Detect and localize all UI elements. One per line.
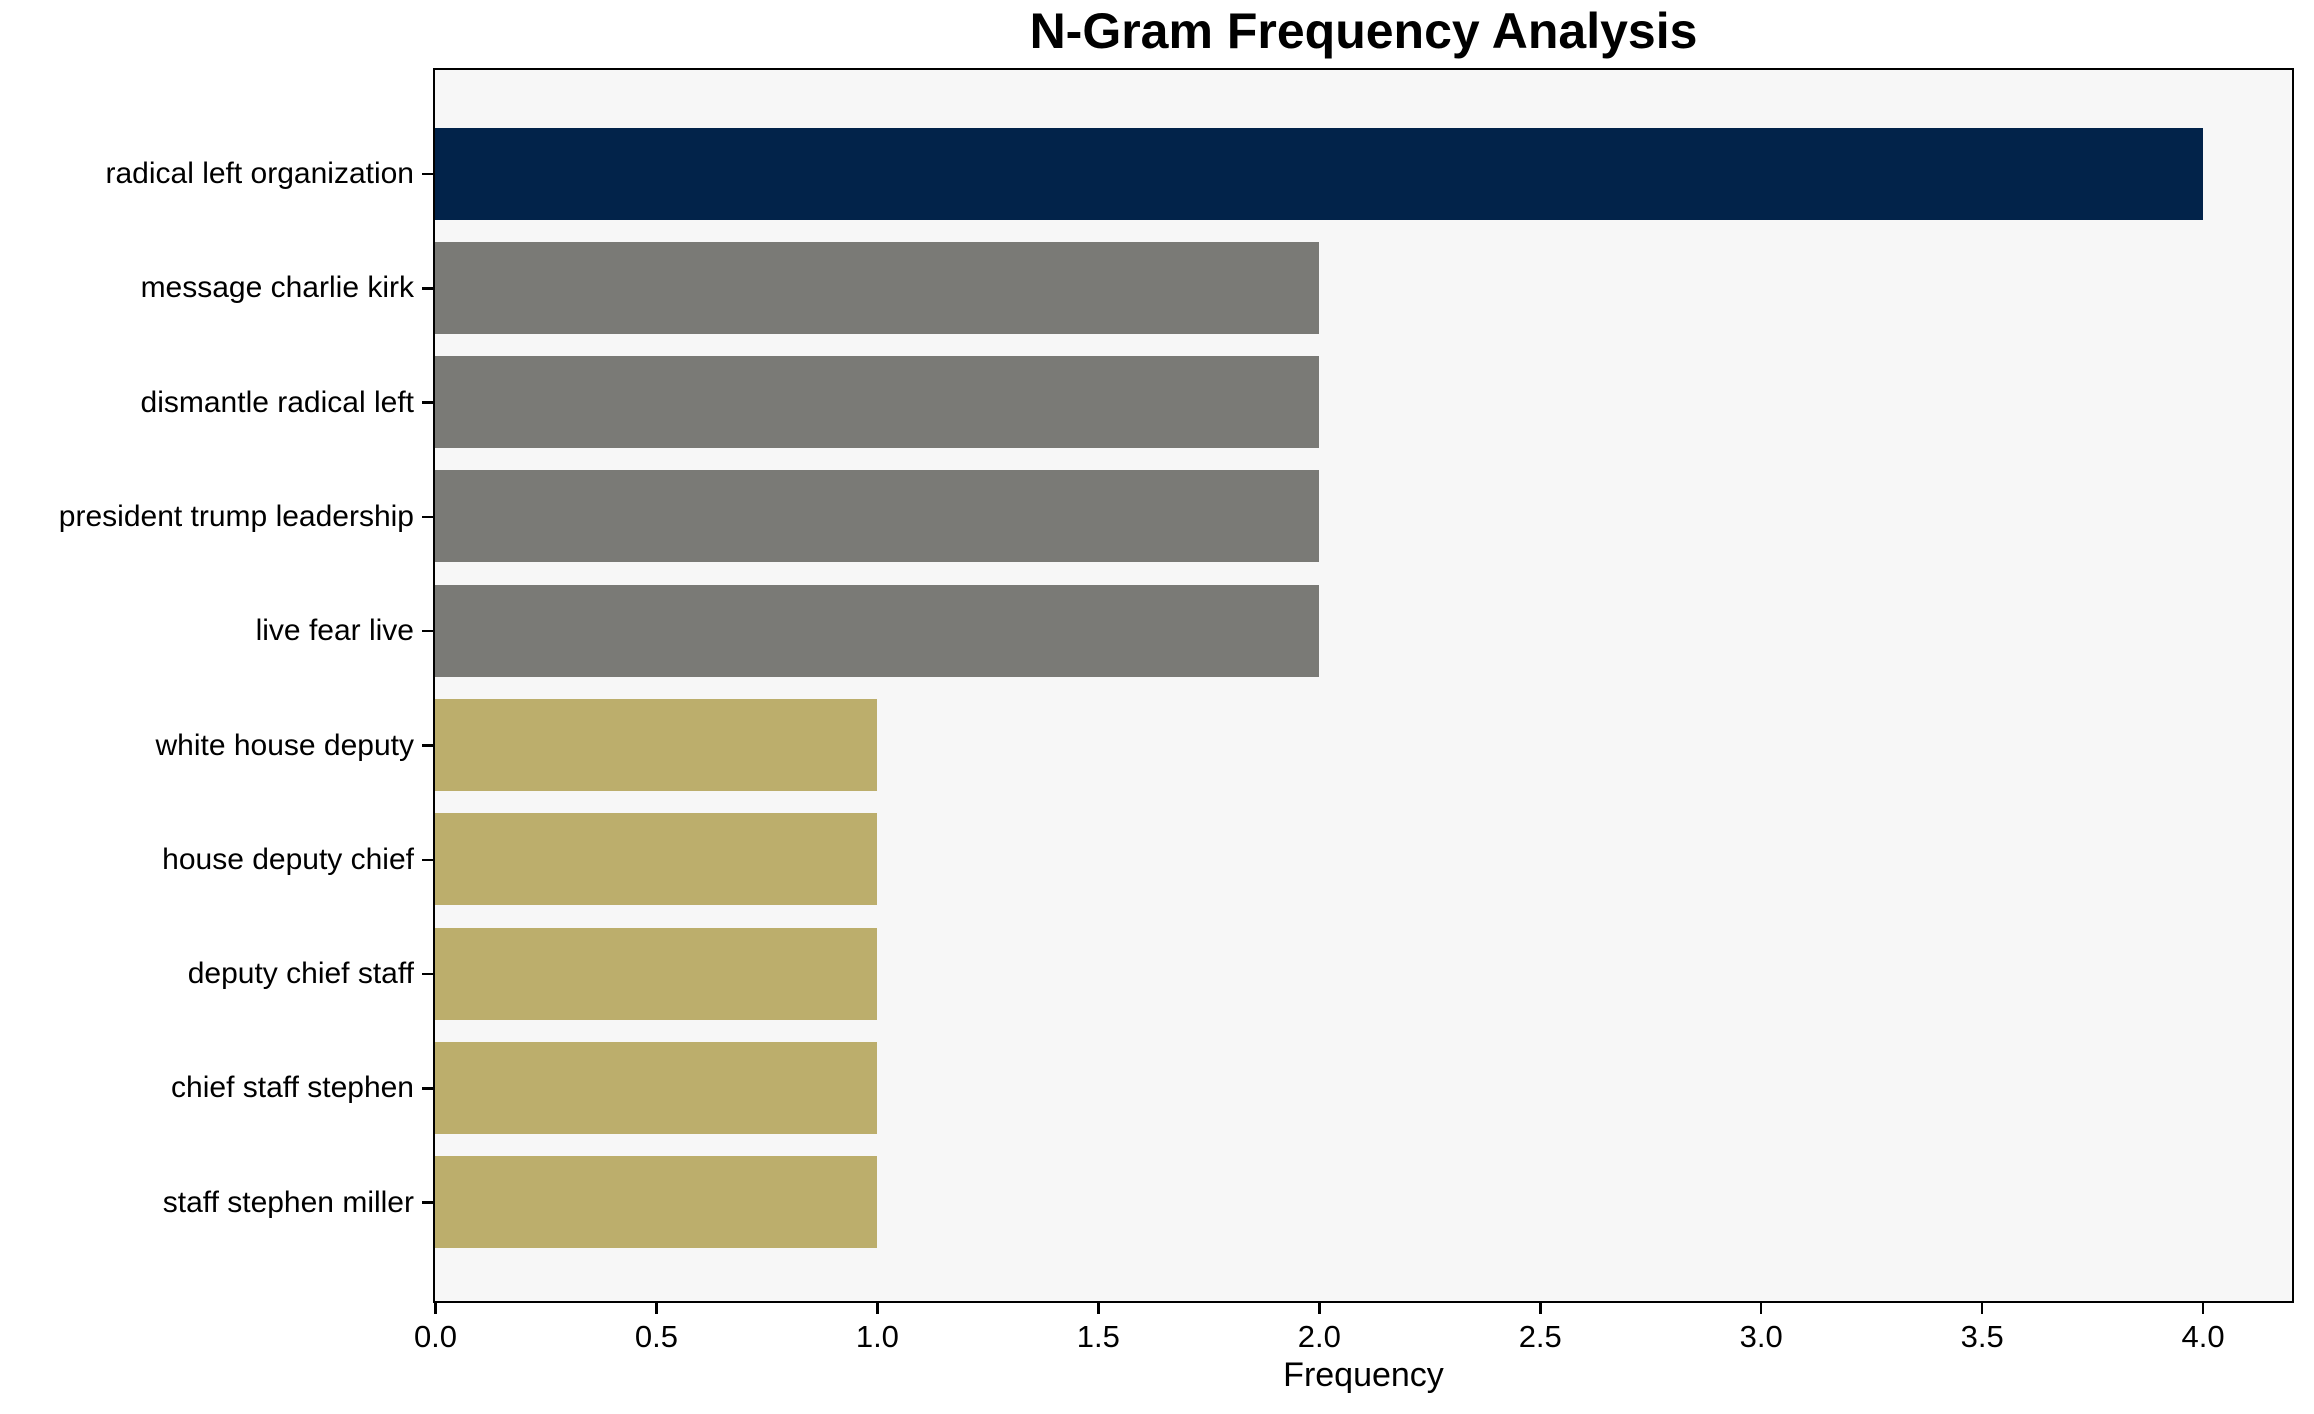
x-tick-label: 3.5 (1960, 1319, 2004, 1354)
x-tick-mark (655, 1303, 658, 1314)
x-tick-mark (434, 1303, 437, 1314)
bar-deputy-chief-staff (435, 927, 877, 1020)
bar-message-charlie-kirk (435, 241, 1319, 334)
x-tick-label: 1.5 (1076, 1319, 1120, 1354)
y-tick-mark (422, 172, 433, 176)
x-tick-label: 0.0 (413, 1319, 458, 1354)
y-tick-mark (422, 858, 433, 862)
bar-white-house-deputy (435, 699, 877, 791)
y-tick-label: staff stephen miller (162, 1185, 414, 1219)
y-tick-label: live fear live (255, 614, 414, 648)
chart-title: N-Gram Frequency Analysis (1029, 3, 1698, 59)
x-tick-mark (1539, 1303, 1542, 1314)
bar-dismantle-radical-left (435, 356, 1319, 449)
y-tick-label: president trump leadership (58, 499, 414, 533)
bar-chief-staff-stephen (435, 1041, 877, 1134)
bar-staff-stephen-miller (435, 1156, 877, 1249)
y-tick-mark (422, 515, 433, 519)
y-tick-mark (422, 744, 433, 747)
x-tick-label: 2.5 (1518, 1319, 1562, 1354)
y-tick-label: white house deputy (155, 728, 414, 762)
x-tick-mark (1759, 1303, 1763, 1314)
bar-live-fear-live (435, 584, 1319, 677)
y-tick-mark (422, 972, 433, 976)
y-tick-label: chief staff stephen (171, 1071, 414, 1105)
y-tick-mark (422, 1201, 433, 1204)
y-tick-label: radical left organization (105, 157, 414, 190)
y-tick-mark (422, 287, 433, 290)
x-tick-label: 2.0 (1297, 1319, 1341, 1354)
x-tick-mark (1980, 1303, 1984, 1314)
x-tick-mark (876, 1303, 879, 1314)
plot-area (433, 68, 2294, 1303)
y-tick-label: dismantle radical left (140, 385, 414, 419)
x-tick-mark (1097, 1303, 1100, 1314)
x-tick-label: 0.5 (634, 1319, 678, 1354)
y-tick-label: deputy chief staff (187, 957, 414, 991)
x-tick-label: 1.0 (855, 1319, 899, 1354)
bar-radical-left-organization (435, 127, 2203, 220)
bar-house-deputy-chief (435, 813, 877, 906)
bar-president-trump-leadership (435, 470, 1319, 563)
x-tick-mark (1318, 1303, 1321, 1314)
x-tick-mark (2201, 1303, 2205, 1314)
y-tick-label: message charlie kirk (140, 271, 414, 305)
y-tick-mark (422, 1087, 433, 1090)
x-tick-label: 4.0 (2181, 1319, 2225, 1354)
x-axis-title: Frequency (1283, 1356, 1444, 1394)
y-tick-mark (422, 401, 433, 404)
y-tick-mark (422, 629, 433, 633)
x-tick-label: 3.0 (1739, 1319, 1783, 1354)
y-tick-label: house deputy chief (162, 842, 414, 876)
